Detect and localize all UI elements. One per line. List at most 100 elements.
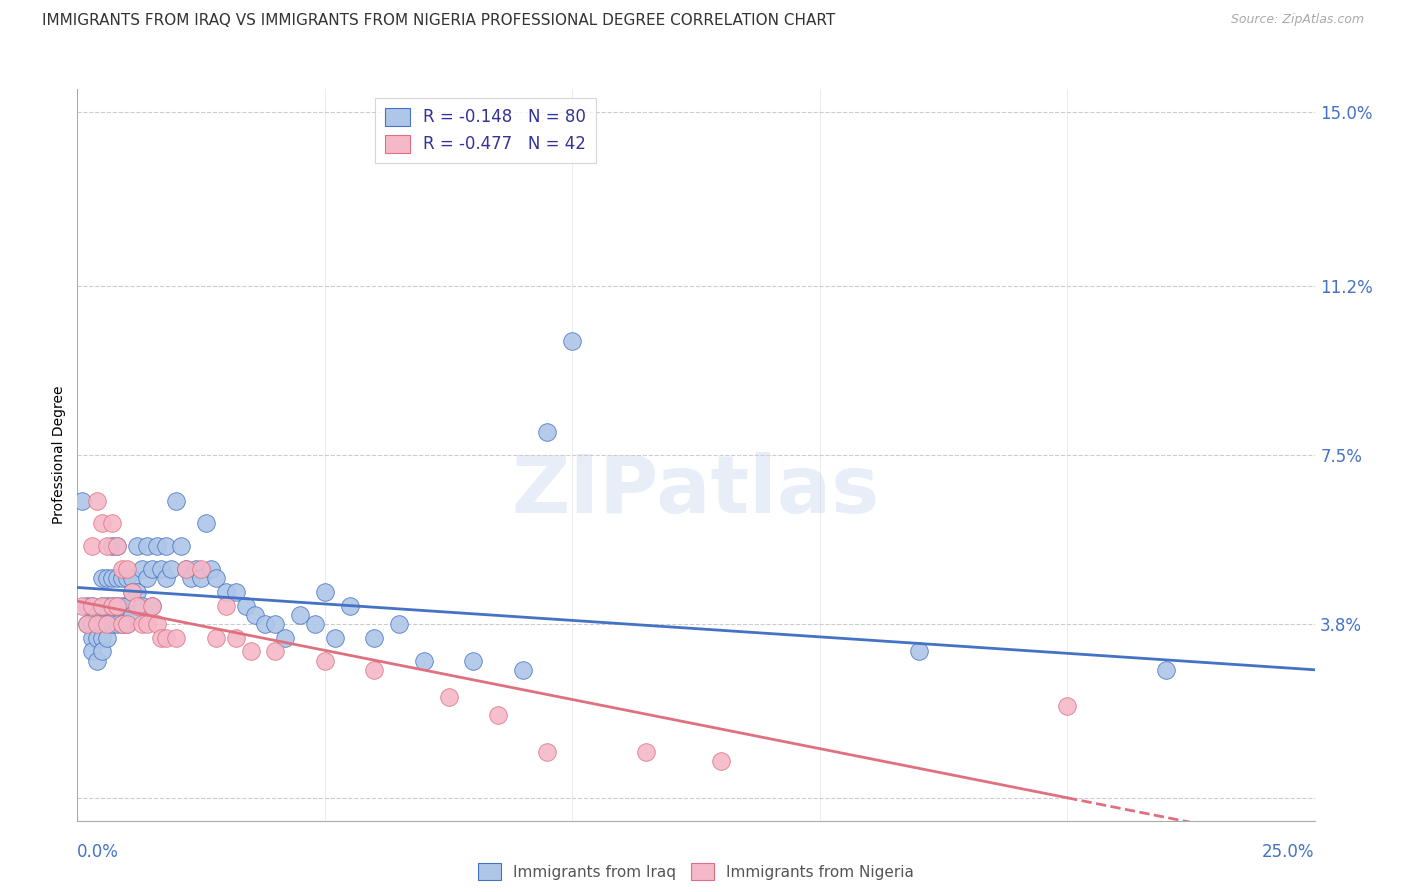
Point bbox=[115, 562, 138, 576]
Point bbox=[141, 599, 163, 613]
Point bbox=[111, 562, 134, 576]
Point bbox=[170, 539, 193, 553]
Point bbox=[363, 663, 385, 677]
Point bbox=[101, 599, 124, 613]
Point bbox=[363, 631, 385, 645]
Point bbox=[101, 617, 124, 632]
Point bbox=[388, 617, 411, 632]
Point bbox=[264, 644, 287, 658]
Point bbox=[96, 631, 118, 645]
Point bbox=[184, 562, 207, 576]
Point bbox=[86, 617, 108, 632]
Point bbox=[288, 607, 311, 622]
Point bbox=[91, 516, 114, 531]
Point bbox=[174, 562, 197, 576]
Point bbox=[561, 334, 583, 348]
Point bbox=[115, 599, 138, 613]
Point bbox=[174, 562, 197, 576]
Y-axis label: Professional Degree: Professional Degree bbox=[52, 385, 66, 524]
Point bbox=[86, 493, 108, 508]
Point bbox=[105, 571, 128, 585]
Point bbox=[155, 571, 177, 585]
Point bbox=[314, 654, 336, 668]
Point bbox=[536, 425, 558, 439]
Point bbox=[314, 585, 336, 599]
Point bbox=[96, 617, 118, 632]
Point bbox=[96, 539, 118, 553]
Point bbox=[105, 599, 128, 613]
Legend: Immigrants from Iraq, Immigrants from Nigeria: Immigrants from Iraq, Immigrants from Ni… bbox=[471, 857, 921, 886]
Point bbox=[215, 585, 238, 599]
Point bbox=[86, 607, 108, 622]
Point bbox=[125, 539, 148, 553]
Point bbox=[111, 571, 134, 585]
Point bbox=[101, 599, 124, 613]
Point bbox=[636, 745, 658, 759]
Point bbox=[235, 599, 257, 613]
Point bbox=[121, 571, 143, 585]
Point bbox=[190, 571, 212, 585]
Point bbox=[141, 562, 163, 576]
Point bbox=[150, 631, 173, 645]
Point bbox=[82, 631, 104, 645]
Point bbox=[190, 562, 212, 576]
Point bbox=[131, 562, 153, 576]
Point bbox=[205, 571, 228, 585]
Point bbox=[76, 617, 98, 632]
Point bbox=[96, 599, 118, 613]
Point bbox=[96, 571, 118, 585]
Point bbox=[145, 539, 167, 553]
Point bbox=[101, 516, 124, 531]
Point bbox=[131, 599, 153, 613]
Point bbox=[86, 617, 108, 632]
Point bbox=[1154, 663, 1177, 677]
Point bbox=[710, 754, 733, 768]
Point bbox=[125, 585, 148, 599]
Point bbox=[486, 708, 509, 723]
Point bbox=[82, 599, 104, 613]
Point bbox=[907, 644, 929, 658]
Point bbox=[205, 631, 228, 645]
Text: Source: ZipAtlas.com: Source: ZipAtlas.com bbox=[1230, 13, 1364, 27]
Point bbox=[111, 599, 134, 613]
Point bbox=[200, 562, 222, 576]
Point bbox=[145, 617, 167, 632]
Point bbox=[412, 654, 434, 668]
Point bbox=[96, 617, 118, 632]
Point bbox=[121, 585, 143, 599]
Point bbox=[101, 571, 124, 585]
Point bbox=[165, 493, 187, 508]
Point bbox=[105, 539, 128, 553]
Point bbox=[304, 617, 326, 632]
Point bbox=[115, 617, 138, 632]
Point bbox=[512, 663, 534, 677]
Point bbox=[76, 599, 98, 613]
Point bbox=[125, 599, 148, 613]
Point bbox=[91, 599, 114, 613]
Text: 25.0%: 25.0% bbox=[1263, 843, 1315, 861]
Point bbox=[339, 599, 361, 613]
Point bbox=[111, 617, 134, 632]
Point bbox=[115, 571, 138, 585]
Point bbox=[225, 631, 247, 645]
Point bbox=[135, 539, 157, 553]
Text: ZIPatlas: ZIPatlas bbox=[512, 452, 880, 531]
Point bbox=[131, 617, 153, 632]
Point bbox=[91, 599, 114, 613]
Point bbox=[82, 617, 104, 632]
Point bbox=[254, 617, 277, 632]
Point bbox=[323, 631, 346, 645]
Point bbox=[115, 617, 138, 632]
Point bbox=[111, 617, 134, 632]
Point bbox=[82, 539, 104, 553]
Text: 0.0%: 0.0% bbox=[77, 843, 120, 861]
Point bbox=[86, 654, 108, 668]
Point bbox=[72, 599, 94, 613]
Text: IMMIGRANTS FROM IRAQ VS IMMIGRANTS FROM NIGERIA PROFESSIONAL DEGREE CORRELATION : IMMIGRANTS FROM IRAQ VS IMMIGRANTS FROM … bbox=[42, 13, 835, 29]
Point bbox=[105, 599, 128, 613]
Point bbox=[160, 562, 183, 576]
Point bbox=[82, 599, 104, 613]
Point bbox=[91, 617, 114, 632]
Point bbox=[463, 654, 485, 668]
Point bbox=[72, 493, 94, 508]
